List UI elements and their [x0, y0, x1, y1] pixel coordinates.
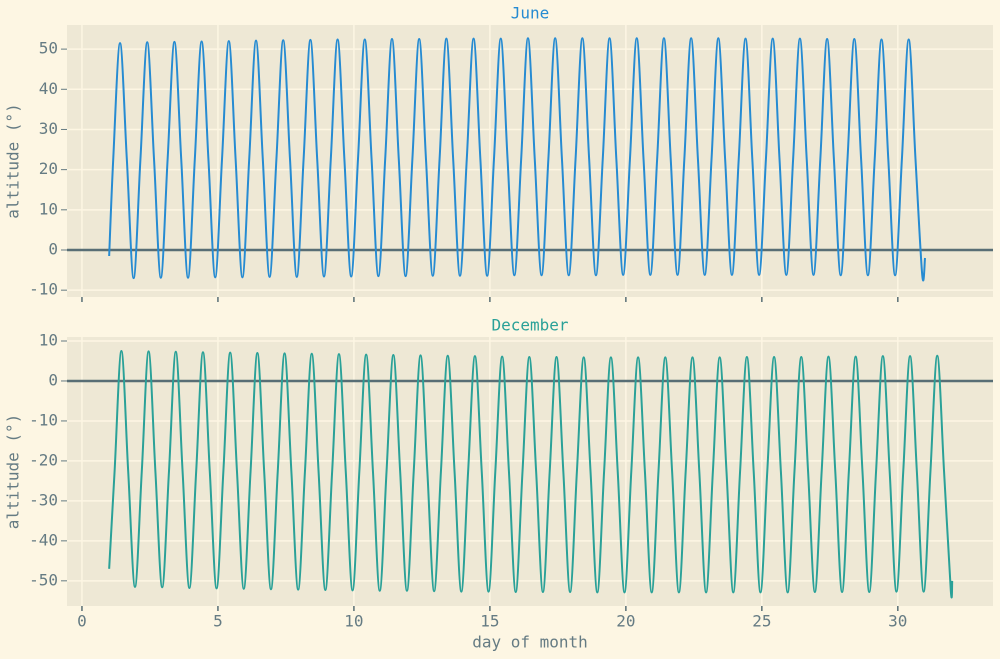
x-tick-label: 25	[752, 612, 771, 631]
y-tick-label: -20	[29, 450, 58, 469]
data-line	[108, 349, 954, 599]
y-tick-label: 10	[39, 330, 58, 349]
y-tick-label: -10	[29, 280, 58, 299]
x-axis-label: day of month	[472, 633, 588, 652]
y-tick-label: 40	[39, 79, 58, 98]
y-tick-label: 10	[39, 199, 58, 218]
chart-title: June	[511, 4, 550, 23]
y-tick-label: 30	[39, 119, 58, 138]
y-tick-label: -40	[29, 530, 58, 549]
x-tick-label: 20	[616, 612, 635, 631]
data-line	[108, 37, 927, 282]
x-tick-label: 10	[344, 612, 363, 631]
y-tick-label: 20	[39, 159, 58, 178]
y-tick-label: -50	[29, 570, 58, 589]
y-tick-label: 50	[39, 39, 58, 58]
y-tick-label: -30	[29, 490, 58, 509]
chart-title: December	[491, 316, 568, 335]
x-tick-label: 0	[77, 612, 87, 631]
y-tick-label: 0	[48, 370, 58, 389]
x-tick-label: 5	[213, 612, 223, 631]
x-tick-label: 15	[480, 612, 499, 631]
x-tick-label: 30	[888, 612, 907, 631]
y-axis-label: altitude (°)	[4, 103, 23, 219]
y-tick-label: 0	[48, 239, 58, 258]
y-tick-label: -10	[29, 410, 58, 429]
y-axis-label: altitude (°)	[4, 414, 23, 530]
